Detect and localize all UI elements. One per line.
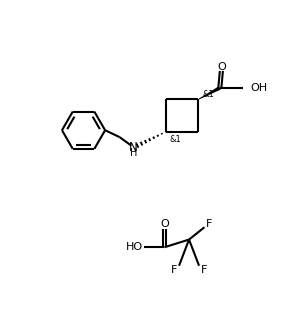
Text: F: F <box>171 265 178 276</box>
Text: OH: OH <box>251 83 268 93</box>
Text: &1: &1 <box>202 90 214 99</box>
Polygon shape <box>198 86 221 100</box>
Text: HO: HO <box>126 242 143 252</box>
Text: O: O <box>217 62 226 72</box>
Text: O: O <box>160 219 169 229</box>
Text: F: F <box>200 265 207 276</box>
Text: H: H <box>130 148 137 158</box>
Text: &1: &1 <box>169 135 181 144</box>
Text: N: N <box>129 141 138 154</box>
Text: F: F <box>206 219 212 229</box>
